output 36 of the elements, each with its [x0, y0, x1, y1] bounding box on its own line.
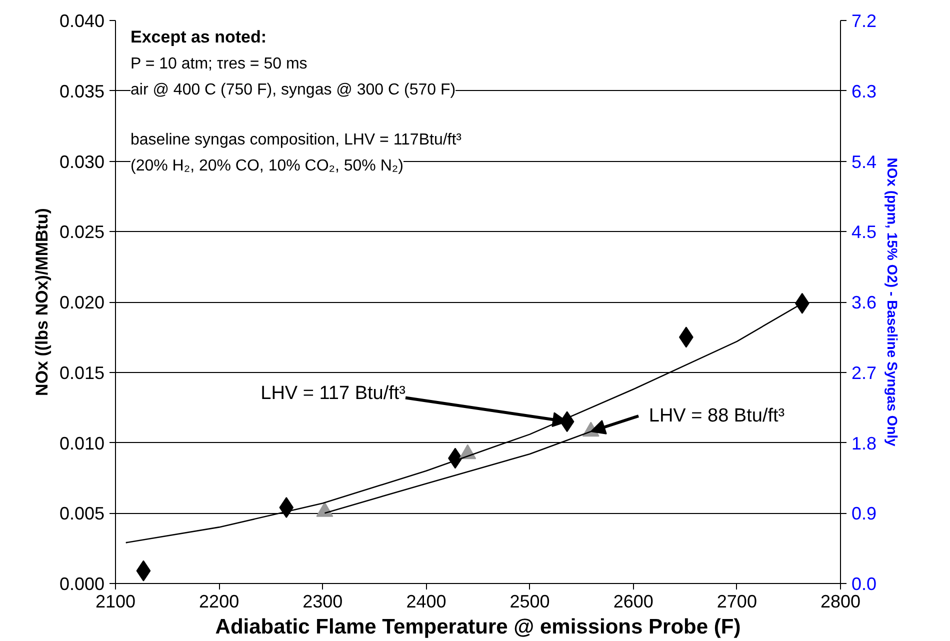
x-tick-label: 2500 — [510, 592, 550, 612]
x-tick-label: 2800 — [820, 592, 861, 612]
x-tick-label: 2200 — [199, 592, 240, 612]
annotation: baseline syngas composition, LHV = 117Btu/ft³ — [130, 132, 462, 148]
y2-tick-label: 7.2 — [852, 11, 877, 31]
y2-axis-title: NOx (ppm, 15% O2) - Baseline Syngas Only — [884, 158, 901, 447]
y2-tick-label: 3.6 — [852, 292, 877, 312]
y2-tick-label: 1.8 — [852, 433, 877, 454]
y-axis-title: NOx ((lbs NOx)/MMBtu) — [32, 208, 52, 396]
annotation: Except as noted: — [130, 28, 267, 46]
y-tick-label: 0.030 — [59, 152, 105, 172]
y2-tick-label: 5.4 — [852, 152, 877, 172]
annotation: P = 10 atm; τres = 50 ms — [130, 56, 308, 72]
y-tick-label: 0.000 — [59, 574, 105, 594]
y2-tick-label: 4.5 — [852, 222, 877, 242]
y-tick-label: 0.040 — [59, 11, 105, 31]
x-tick-label: 2100 — [95, 592, 136, 612]
y2-tick-label: 6.3 — [852, 81, 877, 102]
annotation: (20% H₂, 20% CO, 10% CO₂, 50% N₂) — [130, 158, 404, 174]
x-tick-label: 2700 — [716, 592, 757, 612]
y-tick-label: 0.010 — [59, 433, 105, 454]
x-tick-label: 2400 — [406, 592, 446, 612]
y-tick-label: 0.015 — [59, 362, 105, 383]
x-axis-title: Adiabatic Flame Temperature @ emissions Probe (F) — [215, 616, 741, 638]
annotation: LHV = 117 Btu/ft³ — [260, 382, 406, 404]
y2-tick-label: 0.0 — [852, 574, 877, 594]
annotation: LHV = 88 Btu/ft³ — [648, 406, 785, 427]
y-tick-label: 0.035 — [59, 81, 105, 102]
y-tick-label: 0.020 — [59, 292, 105, 312]
y2-tick-label: 0.9 — [852, 504, 877, 524]
x-tick-label: 2300 — [302, 592, 343, 612]
annotation: air @ 400 C (750 F), syngas @ 300 C (570 F) — [130, 82, 456, 98]
y2-tick-label: 2.7 — [852, 362, 877, 383]
y-tick-label: 0.005 — [59, 504, 105, 524]
y-tick-label: 0.025 — [59, 222, 105, 242]
x-tick-label: 2600 — [613, 592, 654, 612]
